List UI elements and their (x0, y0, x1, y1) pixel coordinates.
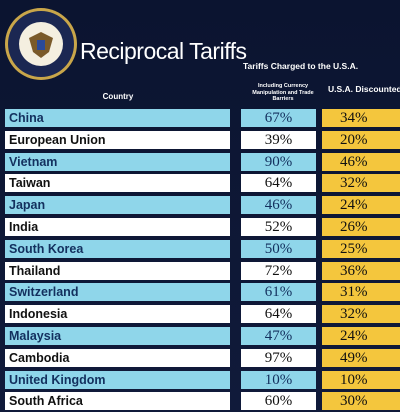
discounted-cell: 32% (322, 305, 400, 324)
country-cell: Taiwan (5, 174, 230, 193)
discounted-cell: 36% (322, 261, 400, 280)
charged-cell: 46% (241, 196, 316, 215)
seal-shield (37, 40, 45, 50)
charged-cell: 61% (241, 283, 316, 302)
column-subheader: Including Currency Manipulation and Trad… (252, 83, 314, 102)
column-header: U.S.A. Discounted Reciprocal Tariffs (328, 84, 400, 94)
charged-cell: 52% (241, 218, 316, 236)
discounted-cell: 49% (322, 348, 400, 367)
charged-cell: 97% (241, 348, 316, 367)
discounted-cell: 26% (322, 218, 400, 236)
charged-cell: 10% (241, 370, 316, 389)
discounted-cell: 30% (322, 392, 400, 411)
country-cell: Vietnam (5, 152, 230, 171)
discounted-cell: 24% (322, 196, 400, 215)
discounted-cell: 31% (322, 283, 400, 302)
country-cell: Malaysia (5, 327, 230, 345)
discounted-cell: 46% (322, 152, 400, 171)
charged-cell: 50% (241, 239, 316, 258)
country-cell: Thailand (5, 261, 230, 280)
column-header: Tariffs Charged to the U.S.A. (243, 61, 359, 71)
country-cell: China (5, 109, 230, 127)
charged-cell: 90% (241, 152, 316, 171)
country-cell: Indonesia (5, 305, 230, 324)
discounted-cell: 24% (322, 327, 400, 345)
charged-cell: 72% (241, 261, 316, 280)
country-cell: Cambodia (5, 348, 230, 367)
title: Reciprocal Tariffs (80, 38, 247, 64)
charged-cell: 64% (241, 174, 316, 193)
country-cell: European Union (5, 130, 230, 149)
discounted-cell: 32% (322, 174, 400, 193)
country-cell: Switzerland (5, 283, 230, 302)
discounted-cell: 34% (322, 109, 400, 127)
country-cell: United Kingdom (5, 370, 230, 389)
charged-cell: 47% (241, 327, 316, 345)
country-cell: Japan (5, 196, 230, 215)
country-cell: India (5, 218, 230, 236)
discounted-cell: 25% (322, 239, 400, 258)
column-header: Country (102, 92, 134, 101)
seal (5, 8, 77, 80)
discounted-cell: 10% (322, 370, 400, 389)
charged-cell: 60% (241, 392, 316, 411)
country-cell: South Africa (5, 392, 230, 411)
charged-cell: 67% (241, 109, 316, 127)
country-cell: South Korea (5, 239, 230, 258)
charged-cell: 64% (241, 305, 316, 324)
charged-cell: 39% (241, 130, 316, 149)
discounted-cell: 20% (322, 130, 400, 149)
